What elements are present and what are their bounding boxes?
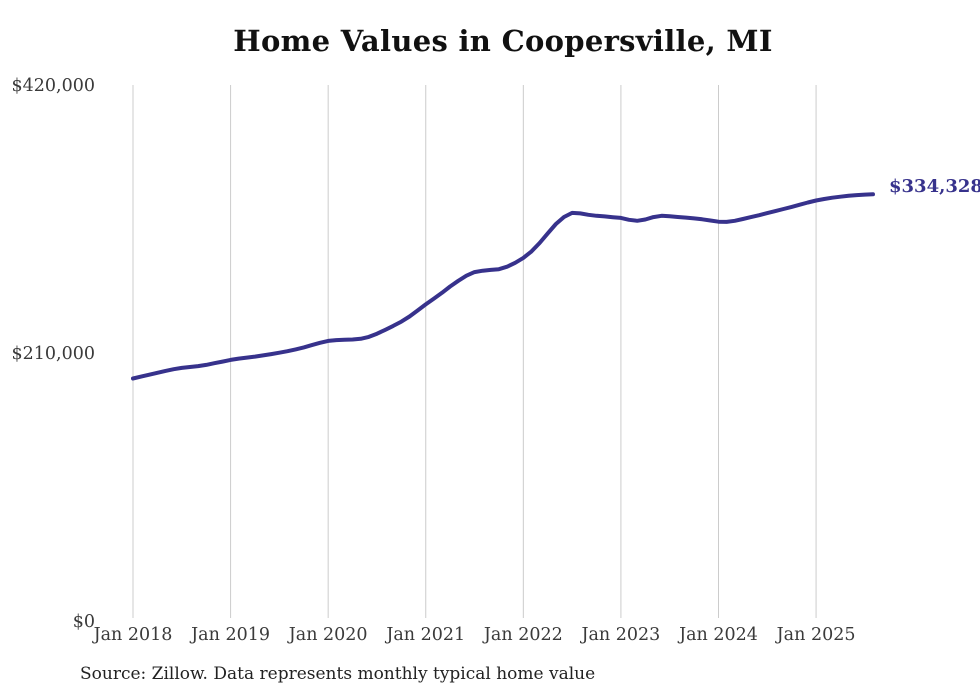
x-tick-label: Jan 2023 — [579, 625, 660, 645]
x-tick-label: Jan 2018 — [92, 625, 173, 645]
y-tick-label: $0 — [73, 612, 95, 632]
x-tick-label: Jan 2024 — [677, 625, 758, 645]
x-tick-label: Jan 2020 — [287, 625, 368, 645]
x-tick-label: Jan 2019 — [189, 625, 270, 645]
end-value-label: $334,328 — [889, 176, 980, 198]
x-tick-label: Jan 2025 — [775, 625, 856, 645]
y-tick-label: $420,000 — [11, 76, 95, 96]
y-tick-label: $210,000 — [11, 344, 95, 364]
value-line — [131, 192, 875, 381]
source-note: Source: Zillow. Data represents monthly … — [80, 664, 596, 684]
x-tick-label: Jan 2021 — [384, 625, 465, 645]
x-tick-label: Jan 2022 — [482, 625, 563, 645]
chart-title: Home Values in Coopersville, MI — [233, 24, 773, 58]
